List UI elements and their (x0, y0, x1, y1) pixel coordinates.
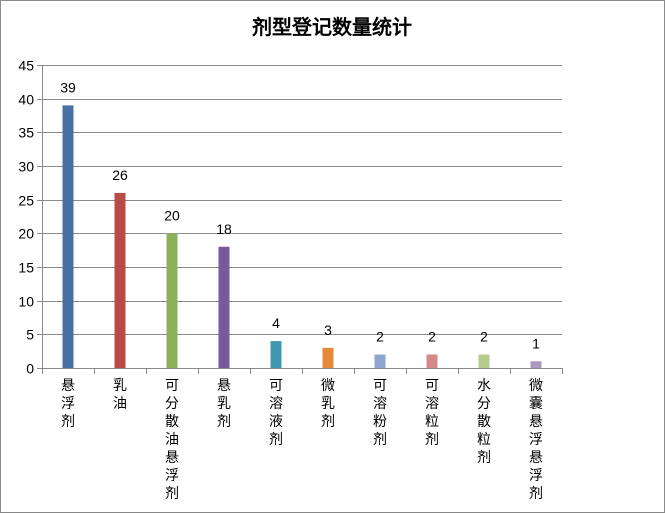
x-category-label: 可溶液剂 (269, 378, 283, 448)
data-label: 1 (532, 335, 540, 351)
y-tick-label: 10 (18, 294, 34, 310)
gridlines (42, 65, 562, 335)
y-tick-label: 40 (18, 92, 34, 108)
x-category-label: 可溶粉剂 (373, 378, 387, 448)
y-tick-label: 30 (18, 159, 34, 175)
bar (374, 354, 386, 368)
x-axis: 悬浮剂 乳油 可分散油悬浮剂 悬乳剂 可溶液剂 微乳剂 可溶粉剂 可溶粒剂 水分散粒剂 微囊悬浮悬… (42, 368, 563, 502)
x-category-label: 水分散粒剂 (477, 378, 491, 466)
data-label: 4 (272, 315, 280, 331)
y-tick-label: 5 (26, 327, 34, 343)
bar (426, 354, 438, 368)
y-tick-label: 25 (18, 193, 34, 209)
bar-series (62, 105, 542, 369)
data-label: 18 (216, 221, 232, 237)
y-axis: 0 5 10 15 20 25 30 35 40 45 (18, 58, 43, 377)
bar (166, 233, 178, 368)
data-label: 26 (112, 167, 128, 183)
chart-title: 剂型登记数量统计 (252, 15, 412, 39)
y-tick-label: 35 (18, 125, 34, 141)
y-tick-label: 15 (18, 260, 34, 276)
data-labels: 39 26 20 18 4 3 2 2 2 1 (60, 79, 540, 351)
data-label: 39 (60, 79, 76, 95)
bar (530, 361, 542, 368)
x-category-label: 可溶粒剂 (425, 378, 439, 448)
data-label: 2 (480, 329, 488, 345)
x-category-label: 乳油 (113, 378, 127, 412)
x-category-label: 可分散油悬浮剂 (165, 378, 179, 502)
x-category-label: 悬乳剂 (217, 378, 231, 430)
data-label: 3 (324, 322, 332, 338)
x-category-label: 悬浮剂 (61, 378, 75, 430)
x-category-label: 微乳剂 (321, 378, 335, 430)
data-label: 20 (164, 207, 180, 223)
bar (218, 246, 230, 368)
bar (62, 105, 74, 369)
bar (270, 341, 282, 368)
x-category-label: 微囊悬浮悬浮剂 (529, 378, 543, 502)
y-tick-label: 45 (18, 58, 34, 74)
bar (478, 354, 490, 368)
bar (114, 192, 126, 368)
data-label: 2 (428, 329, 436, 345)
bar (322, 347, 334, 368)
data-label: 2 (376, 329, 384, 345)
y-tick-label: 0 (26, 361, 34, 377)
y-tick-label: 20 (18, 226, 34, 242)
